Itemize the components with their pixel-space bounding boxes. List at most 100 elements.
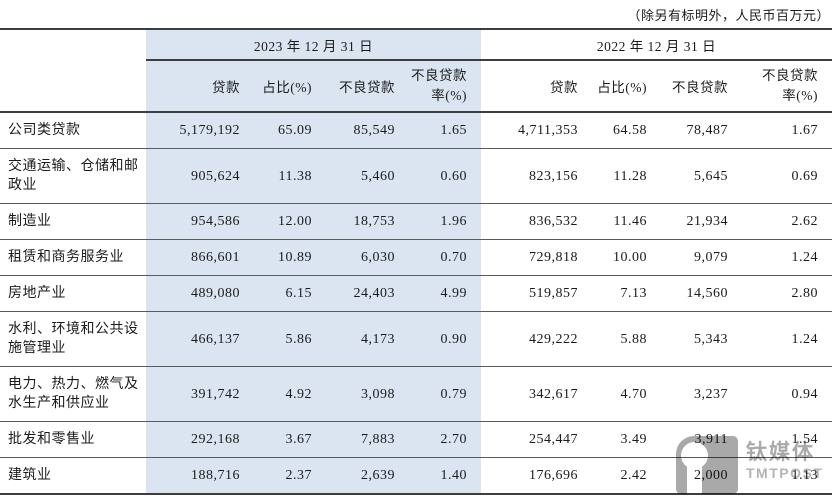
cell-2023-npl: 2,639	[326, 457, 409, 495]
cell-2022-share: 5.88	[592, 311, 661, 367]
cell-2022-share: 4.70	[592, 366, 661, 422]
cell-2023-npl: 3,098	[326, 366, 409, 422]
cell-2022-npl: 21,934	[661, 203, 742, 240]
col-group-2022: 2022 年 12 月 31 日	[481, 29, 832, 61]
table-row-transport-storage-postal: 交通运输、仓储和邮政业 905,624 11.38 5,460 0.60 823…	[0, 148, 832, 204]
row-label: 公司类贷款	[0, 112, 146, 149]
cell-2023-npl-ratio: 0.90	[409, 311, 481, 367]
row-label: 租赁和商务服务业	[0, 239, 146, 276]
cell-2023-share: 10.89	[254, 239, 326, 276]
header-2022-npl-ratio: 不良贷款 率(%)	[742, 60, 832, 113]
cell-2023-loans: 954,586	[146, 203, 254, 240]
table-row-power-heat-gas-water: 电力、热力、燃气及水生产和供应业 391,742 4.92 3,098 0.79…	[0, 366, 832, 422]
header-2022-loans: 贷款	[481, 60, 592, 113]
table-row-leasing-business-services: 租赁和商务服务业 866,601 10.89 6,030 0.70 729,81…	[0, 239, 832, 276]
col-group-2023: 2023 年 12 月 31 日	[146, 29, 481, 61]
corporate-loans-table: 2023 年 12 月 31 日 2022 年 12 月 31 日 贷款 占比(…	[0, 28, 832, 495]
cell-2022-share: 64.58	[592, 112, 661, 149]
cell-2023-npl-ratio: 2.70	[409, 421, 481, 458]
cell-2023-share: 12.00	[254, 203, 326, 240]
cell-2022-npl-ratio: 1.24	[742, 239, 832, 276]
cell-2023-share: 6.15	[254, 275, 326, 312]
cell-2022-npl-ratio: 0.69	[742, 148, 832, 204]
header-2023-loans: 贷款	[146, 60, 254, 113]
cell-2023-loans: 489,080	[146, 275, 254, 312]
cell-2023-loans: 5,179,192	[146, 112, 254, 149]
cell-2023-npl-ratio: 1.96	[409, 203, 481, 240]
header-2022-share: 占比(%)	[592, 60, 661, 113]
header-2023-npl: 不良贷款	[326, 60, 409, 113]
cell-2022-loans: 176,696	[481, 457, 592, 495]
header-2023-npl-ratio: 不良贷款 率(%)	[409, 60, 481, 113]
cell-2022-loans: 342,617	[481, 366, 592, 422]
cell-2023-loans: 292,168	[146, 421, 254, 458]
cell-2023-npl-ratio: 0.70	[409, 239, 481, 276]
corner-cell	[0, 60, 146, 113]
cell-2023-loans: 866,601	[146, 239, 254, 276]
cell-2022-npl: 3,911	[661, 421, 742, 458]
cell-2022-npl: 5,645	[661, 148, 742, 204]
row-label: 批发和零售业	[0, 421, 146, 458]
cell-2022-share: 3.49	[592, 421, 661, 458]
cell-2022-npl: 3,237	[661, 366, 742, 422]
cell-2022-npl-ratio: 1.13	[742, 457, 832, 495]
table-row-construction: 建筑业 188,716 2.37 2,639 1.40 176,696 2.42…	[0, 457, 832, 495]
row-label: 建筑业	[0, 457, 146, 495]
cell-2023-share: 3.67	[254, 421, 326, 458]
cell-2023-share: 2.37	[254, 457, 326, 495]
cell-2022-npl-ratio: 2.80	[742, 275, 832, 312]
cell-2022-npl-ratio: 1.54	[742, 421, 832, 458]
table-row-manufacturing: 制造业 954,586 12.00 18,753 1.96 836,532 11…	[0, 203, 832, 240]
currency-unit-note: （除另有标明外，人民币百万元）	[627, 8, 830, 23]
cell-2022-npl: 9,079	[661, 239, 742, 276]
cell-2022-npl-ratio: 1.67	[742, 112, 832, 149]
cell-2022-npl-ratio: 1.24	[742, 311, 832, 367]
cell-2022-loans: 836,532	[481, 203, 592, 240]
cell-2023-npl: 24,403	[326, 275, 409, 312]
cell-2023-share: 65.09	[254, 112, 326, 149]
cell-2022-npl-ratio: 2.62	[742, 203, 832, 240]
cell-2023-npl: 4,173	[326, 311, 409, 367]
cell-2023-loans: 466,137	[146, 311, 254, 367]
cell-2023-loans: 905,624	[146, 148, 254, 204]
cell-2023-npl-ratio: 1.65	[409, 112, 481, 149]
cell-2023-npl-ratio: 4.99	[409, 275, 481, 312]
cell-2023-share: 4.92	[254, 366, 326, 422]
table-row-wholesale-retail: 批发和零售业 292,168 3.67 7,883 2.70 254,447 3…	[0, 421, 832, 458]
cell-2022-npl: 78,487	[661, 112, 742, 149]
table-row-real-estate: 房地产业 489,080 6.15 24,403 4.99 519,857 7.…	[0, 275, 832, 312]
cell-2022-loans: 429,222	[481, 311, 592, 367]
cell-2023-npl: 5,460	[326, 148, 409, 204]
cell-2022-npl-ratio: 0.94	[742, 366, 832, 422]
cell-2023-npl-ratio: 1.40	[409, 457, 481, 495]
cell-2023-loans: 188,716	[146, 457, 254, 495]
cell-2023-npl-ratio: 0.79	[409, 366, 481, 422]
cell-2023-npl: 6,030	[326, 239, 409, 276]
cell-2023-share: 5.86	[254, 311, 326, 367]
cell-2022-share: 7.13	[592, 275, 661, 312]
cell-2023-npl-ratio: 0.60	[409, 148, 481, 204]
row-label: 制造业	[0, 203, 146, 240]
header-2022-npl: 不良贷款	[661, 60, 742, 113]
cell-2023-share: 11.38	[254, 148, 326, 204]
cell-2022-npl: 2,000	[661, 457, 742, 495]
year-header-row: 2023 年 12 月 31 日 2022 年 12 月 31 日	[0, 29, 832, 61]
row-label: 水利、环境和公共设施管理业	[0, 311, 146, 367]
row-label: 电力、热力、燃气及水生产和供应业	[0, 366, 146, 422]
cell-2022-share: 10.00	[592, 239, 661, 276]
cell-2023-npl: 18,753	[326, 203, 409, 240]
cell-2022-loans: 4,711,353	[481, 112, 592, 149]
cell-2023-npl: 7,883	[326, 421, 409, 458]
cell-2022-share: 11.46	[592, 203, 661, 240]
cell-2022-loans: 254,447	[481, 421, 592, 458]
cell-2022-loans: 823,156	[481, 148, 592, 204]
header-2023-share: 占比(%)	[254, 60, 326, 113]
row-label: 房地产业	[0, 275, 146, 312]
table-row-water-environment-public: 水利、环境和公共设施管理业 466,137 5.86 4,173 0.90 42…	[0, 311, 832, 367]
row-label: 交通运输、仓储和邮政业	[0, 148, 146, 204]
cell-2023-npl: 85,549	[326, 112, 409, 149]
corner-cell	[0, 29, 146, 60]
cell-2022-share: 2.42	[592, 457, 661, 495]
cell-2022-loans: 729,818	[481, 239, 592, 276]
